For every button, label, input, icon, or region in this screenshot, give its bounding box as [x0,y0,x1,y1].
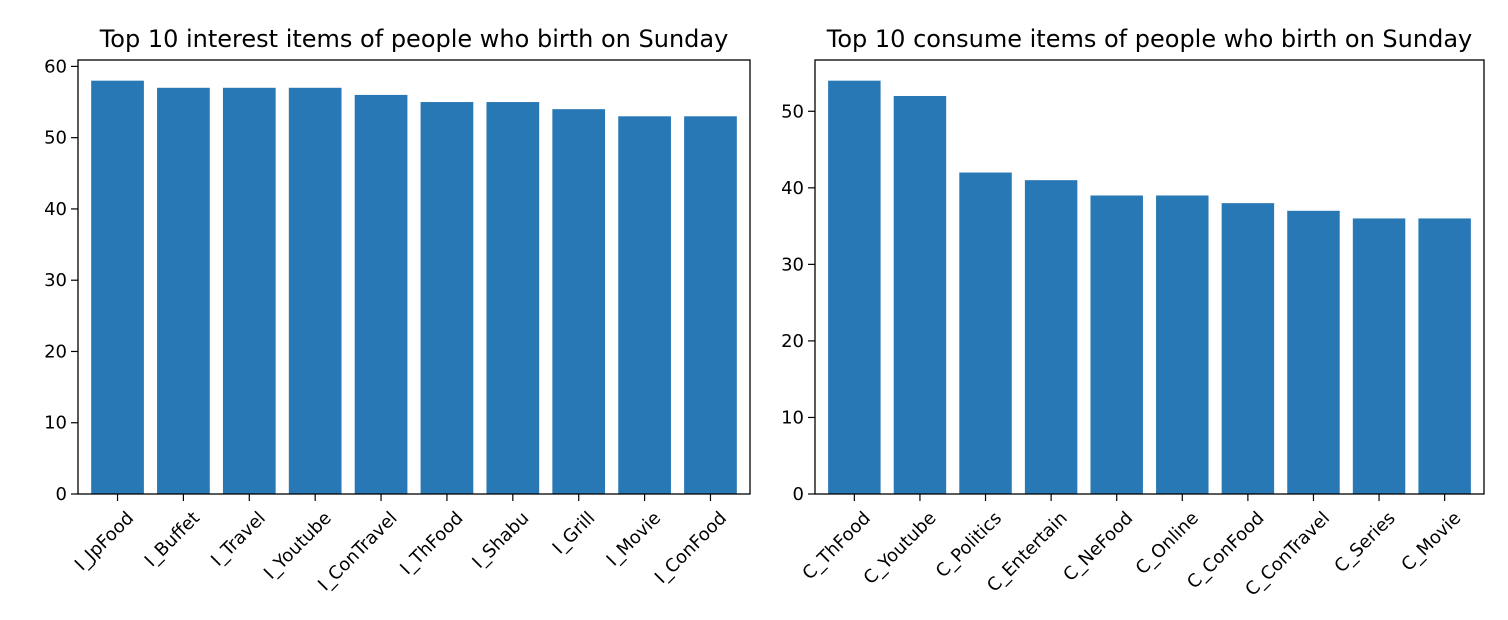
x-tick-label: C_Movie [1397,508,1465,576]
chart-2: 01020304050C_ThFoodC_YoutubeC_PoliticsC_… [781,25,1485,600]
x-tick-label: I_JpFood [71,508,138,575]
y-tick-label: 10 [781,407,804,428]
bar-I_ThFood [420,102,474,495]
bar-I_Travel [222,87,276,494]
y-tick-label: 30 [781,254,804,275]
x-tick-label: I_Grill [549,508,600,559]
bar-I_Grill [552,109,606,495]
bar-C_NeFood [1090,195,1143,495]
bar-I_JpFood [91,80,144,495]
y-tick-label: 50 [781,101,804,122]
x-tick-label: I_ThFood [396,508,467,579]
x-tick-label: I_Movie [603,508,666,571]
bar-I_Buffet [157,87,210,494]
axes-frame [77,59,751,495]
bar-C_Youtube [893,95,947,494]
y-tick-label: 60 [44,56,67,77]
x-tick-label: C_Series [1330,508,1399,577]
bar-C_Online [1156,195,1209,495]
bar-I_Movie [618,116,671,495]
bar-C_ThFood [828,80,881,495]
bar-I_Shabu [486,102,540,495]
bar-C_Series [1352,218,1406,494]
x-tick-label: I_Shabu [468,508,533,573]
y-tick-label: 0 [56,484,67,505]
x-tick-label: C_NeFood [1059,508,1137,586]
y-tick-label: 30 [44,270,67,291]
axes-frame [814,59,1485,495]
bar-C_Politics [959,172,1012,494]
bar-C_Movie [1418,218,1471,494]
chart-title: Top 10 interest items of people who birt… [99,25,729,53]
y-tick-label: 0 [793,484,804,505]
y-tick-label: 40 [781,178,804,199]
bar-I_ConFood [684,116,737,495]
bar-I_Youtube [288,87,342,494]
bar-C_ConFood [1221,203,1275,494]
x-tick-label: I_ConFood [651,508,731,588]
y-tick-label: 50 [44,128,67,149]
y-tick-label: 10 [44,413,67,434]
y-tick-label: 20 [781,331,804,352]
y-tick-label: 20 [44,341,67,362]
bar-C_ConTravel [1287,210,1340,495]
bar-I_ConTravel [354,94,408,495]
chart-title: Top 10 consume items of people who birth… [826,25,1472,53]
bar-C_Entertain [1024,180,1078,495]
y-tick-label: 40 [44,199,67,220]
x-tick-label: I_Buffet [141,508,204,571]
x-tick-label: I_Travel [207,508,270,571]
